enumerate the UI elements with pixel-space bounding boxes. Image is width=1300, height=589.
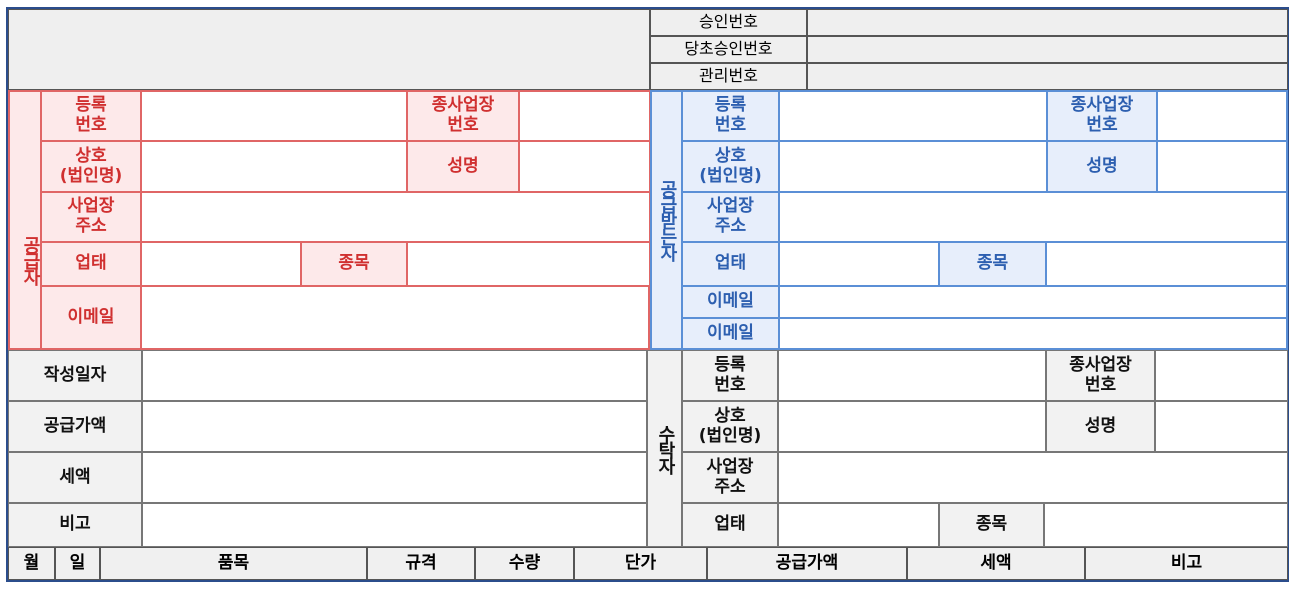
supplier-address-label: 사업장 주소 [41,192,141,242]
supplier-business-type-label: 업태 [41,242,141,286]
supplier-company-label: 상호 (법인명) [41,141,141,192]
supplier-company-field[interactable] [141,141,407,192]
tax-label: 세액 [8,452,142,503]
write-date-field[interactable] [142,350,647,401]
trustee-business-type-field[interactable] [778,503,939,547]
receiver-name-label: 성명 [1047,141,1157,192]
supplier-reg-no-label: 등록 번호 [41,90,141,141]
receiver-address-label: 사업장 주소 [682,192,779,242]
original-approval-no-label: 당초승인번호 [650,36,807,63]
receiver-email2-field[interactable] [779,318,1288,350]
receiver-section-label: 공급받는자 [650,90,682,350]
trustee-company-label: 상호 (법인명) [682,401,778,452]
supplier-branch-no-field[interactable] [519,90,650,141]
supply-amount-field[interactable] [142,401,647,452]
receiver-email2-label: 이메일 [682,318,779,350]
invoice-frame [6,7,1289,582]
supplier-branch-no-label: 종사업장 번호 [407,90,519,141]
approval-no-label: 승인번호 [650,9,807,36]
trustee-company-field[interactable] [778,401,1046,452]
receiver-company-field[interactable] [779,141,1047,192]
note-field[interactable] [142,503,647,547]
trustee-branch-no-label: 종사업장 번호 [1046,350,1155,401]
receiver-name-field[interactable] [1157,141,1288,192]
receiver-email1-field[interactable] [779,286,1288,318]
receiver-address-field[interactable] [779,192,1288,242]
trustee-item-field[interactable] [1044,503,1288,547]
col-note: 비고 [1085,547,1288,580]
receiver-business-type-field[interactable] [779,242,939,286]
trustee-section-label: 수탁자 [647,350,682,547]
approval-no-field[interactable] [807,9,1288,36]
supply-amount-label: 공급가액 [8,401,142,452]
col-spec: 규격 [367,547,475,580]
col-month: 월 [8,547,55,580]
trustee-address-label: 사업장 주소 [682,452,778,503]
supplier-item-label: 종목 [301,242,407,286]
trustee-branch-no-field[interactable] [1155,350,1288,401]
col-qty: 수량 [475,547,574,580]
trustee-reg-no-label: 등록 번호 [682,350,778,401]
receiver-reg-no-label: 등록 번호 [682,90,779,141]
trustee-name-field[interactable] [1155,401,1288,452]
receiver-reg-no-field[interactable] [779,90,1047,141]
receiver-email1-label: 이메일 [682,286,779,318]
management-no-label: 관리번호 [650,63,807,90]
tax-field[interactable] [142,452,647,503]
supplier-name-label: 성명 [407,141,519,192]
col-tax: 세액 [907,547,1085,580]
note-label: 비고 [8,503,142,547]
supplier-email-field[interactable] [141,286,650,350]
supplier-name-field[interactable] [519,141,650,192]
supplier-address-field[interactable] [141,192,650,242]
management-no-field[interactable] [807,63,1288,90]
trustee-item-label: 종목 [939,503,1044,547]
supplier-reg-no-field[interactable] [141,90,407,141]
receiver-company-label: 상호 (법인명) [682,141,779,192]
supplier-item-field[interactable] [407,242,650,286]
receiver-branch-no-label: 종사업장 번호 [1047,90,1157,141]
trustee-name-label: 성명 [1046,401,1155,452]
col-product: 품목 [100,547,367,580]
col-day: 일 [55,547,100,580]
col-supply-amount: 공급가액 [707,547,907,580]
receiver-branch-no-field[interactable] [1157,90,1288,141]
supplier-email-label: 이메일 [41,286,141,350]
col-unit-price: 단가 [574,547,707,580]
supplier-business-type-field[interactable] [141,242,301,286]
supplier-section-label: 공급자 [8,90,41,350]
trustee-business-type-label: 업태 [682,503,778,547]
header-blank [8,9,650,90]
original-approval-no-field[interactable] [807,36,1288,63]
receiver-business-type-label: 업태 [682,242,779,286]
receiver-item-label: 종목 [939,242,1046,286]
receiver-item-field[interactable] [1046,242,1288,286]
write-date-label: 작성일자 [8,350,142,401]
trustee-reg-no-field[interactable] [778,350,1046,401]
trustee-address-field[interactable] [778,452,1288,503]
